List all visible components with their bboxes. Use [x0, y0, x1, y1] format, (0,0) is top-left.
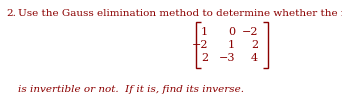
Text: 1: 1 — [228, 40, 235, 50]
Text: Use the Gauss elimination method to determine whether the matrix: Use the Gauss elimination method to dete… — [18, 9, 342, 18]
Text: 2: 2 — [251, 40, 258, 50]
Text: 0: 0 — [228, 27, 235, 37]
Text: −2: −2 — [241, 27, 258, 37]
Text: 2: 2 — [201, 53, 208, 63]
Text: −2: −2 — [192, 40, 208, 50]
Text: −3: −3 — [219, 53, 235, 63]
Text: 4: 4 — [251, 53, 258, 63]
Text: is invertible or not.  If it is, find its inverse.: is invertible or not. If it is, find its… — [18, 85, 244, 94]
Text: 2.: 2. — [6, 9, 16, 18]
Text: 1: 1 — [201, 27, 208, 37]
